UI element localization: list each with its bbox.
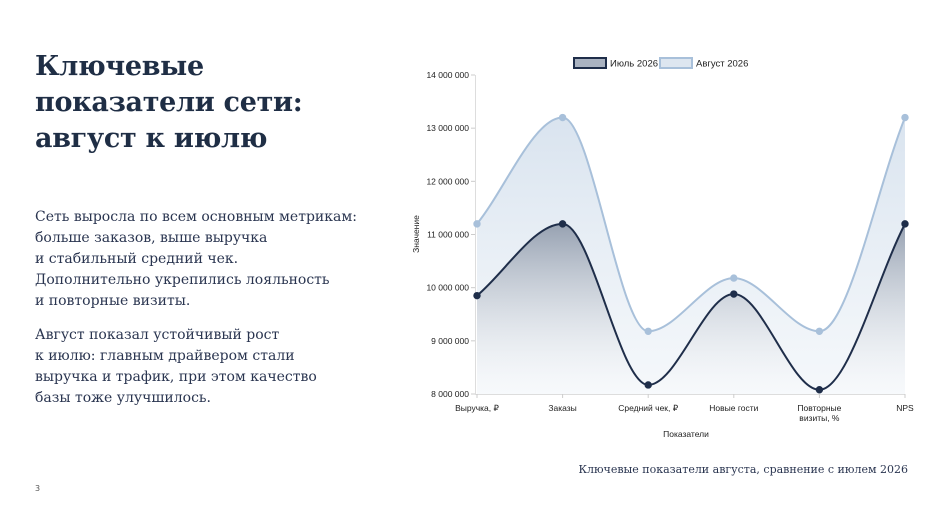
x-tick-label: Выручка, ₽	[455, 403, 499, 413]
series-august-line	[476, 116, 906, 333]
y-tick-label: 14 000 000	[426, 70, 469, 80]
y-tick-label: 10 000 000	[426, 283, 469, 293]
legend-label-july: Июль 2026	[610, 59, 658, 70]
page-number: 3	[35, 484, 41, 493]
legend-swatch-july[interactable]	[573, 57, 607, 69]
slide-title: Ключевые показатели сети: август к июлю	[35, 51, 303, 154]
x-tick-label: Повторные визиты, %	[797, 403, 841, 423]
data-point-july[interactable]	[815, 386, 824, 394]
x-axis: Выручка, ₽ Заказы Средний чек, ₽ Новые гост…	[455, 394, 914, 423]
data-point-august[interactable]	[473, 220, 481, 228]
data-point-august[interactable]	[644, 327, 652, 335]
y-tick-label: 9 000 000	[431, 336, 469, 346]
data-point-august[interactable]	[558, 113, 567, 122]
summary-paragraph-1: Сеть выросла по всем основным метрикам: …	[35, 209, 357, 309]
y-axis-title: Значение	[411, 215, 421, 253]
legend: Июль 2026 Август 2026	[573, 57, 748, 70]
x-tick-label: Заказы	[548, 403, 576, 413]
data-point-july[interactable]	[901, 220, 909, 228]
x-tick-label: NPS	[896, 403, 914, 413]
x-axis-title: Показатели	[663, 429, 709, 439]
series-july-area	[477, 223, 905, 394]
data-point-july[interactable]	[473, 291, 481, 300]
y-tick-label: 13 000 000	[426, 123, 469, 133]
data-point-august[interactable]	[901, 113, 909, 122]
data-point-july[interactable]	[730, 290, 738, 298]
data-point-august[interactable]	[730, 274, 738, 282]
y-axis: 8 000 000 9 000 000 10 000 000 11 000 000 12…	[426, 70, 476, 399]
x-tick-label: Средний чек, ₽	[618, 403, 679, 413]
chart-caption: Ключевые показатели августа, сравнение с…	[578, 463, 908, 476]
y-tick-label: 8 000 000	[431, 389, 469, 399]
x-tick-label: Новые гости	[709, 403, 758, 413]
data-point-july[interactable]	[644, 381, 652, 389]
plot-area	[473, 113, 909, 394]
legend-label-august: Август 2026	[696, 59, 748, 70]
summary-paragraph-2: Август показал устойчивый рост к июлю: г…	[35, 327, 317, 406]
data-point-august[interactable]	[815, 327, 824, 335]
y-tick-label: 11 000 000	[427, 230, 469, 240]
comparison-chart: Июль 2026 Август 2026 8 000 000 9 000 000…	[411, 57, 914, 439]
data-point-july[interactable]	[558, 220, 567, 228]
y-tick-label: 12 000 000	[426, 176, 469, 186]
legend-swatch-august[interactable]	[659, 57, 693, 69]
